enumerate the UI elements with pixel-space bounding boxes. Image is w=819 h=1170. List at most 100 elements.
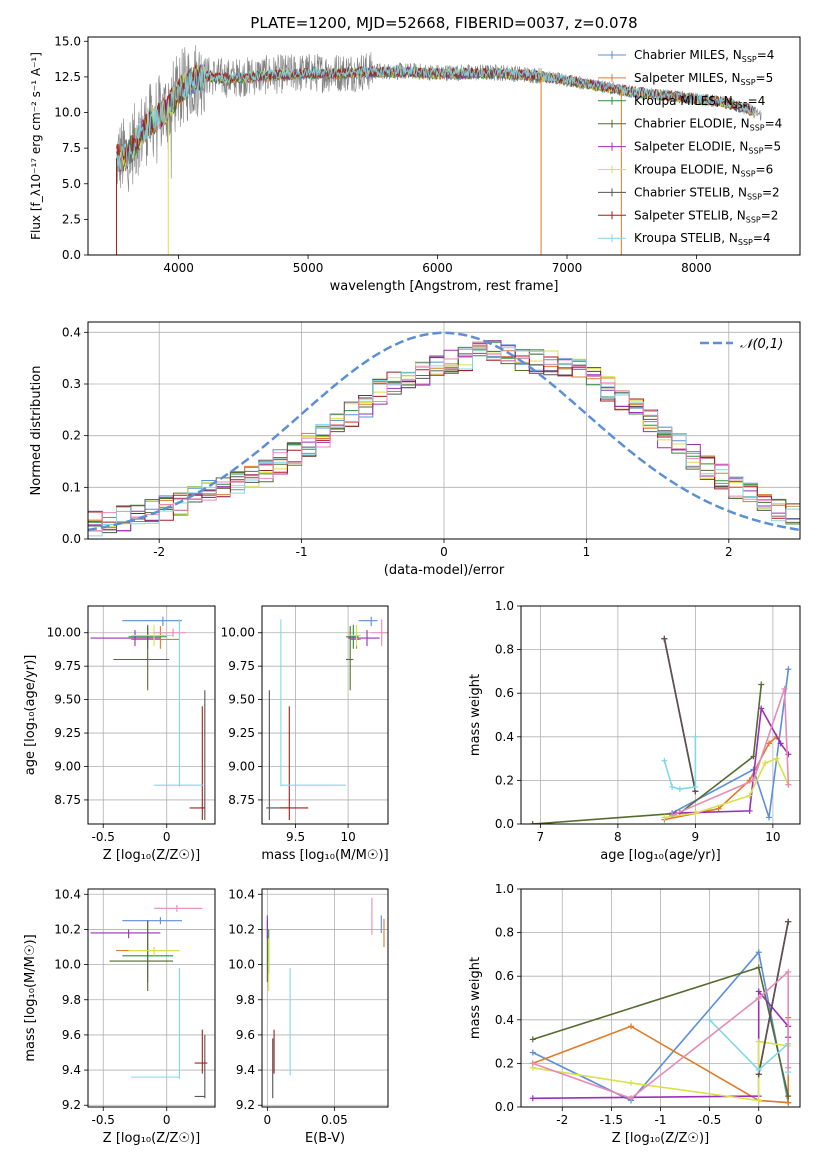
mass-weight-marker bbox=[781, 685, 788, 692]
tick-label-y: 9.25 bbox=[54, 726, 81, 740]
tick-label-y: 10.4 bbox=[228, 887, 255, 901]
tick-label-x: -0.5 bbox=[92, 1113, 115, 1127]
legend-entry-suffix: =4 bbox=[753, 231, 771, 245]
mass-weight-marker bbox=[628, 1080, 635, 1087]
tick-label-y: 10.0 bbox=[54, 958, 81, 972]
panel-age-vs-mass: 9.5 10 8.75 9.00 9.25 9.50 9.75 10.00 mass [log₁… bbox=[221, 605, 389, 863]
mass-weight-marker bbox=[692, 783, 699, 790]
errorbar-point bbox=[90, 929, 161, 939]
errorbar-point bbox=[189, 706, 205, 820]
mass-weight-marker bbox=[762, 759, 769, 766]
mass-weight-marker bbox=[766, 740, 772, 747]
x-axis-label: (data-model)/error bbox=[384, 563, 505, 578]
errorbar-point bbox=[122, 616, 182, 627]
tick-label-y: 9.75 bbox=[54, 659, 81, 673]
mass-weight-marker bbox=[755, 949, 762, 956]
tick-label-x: 9.5 bbox=[286, 830, 305, 844]
x-axis-label: Z [log₁₀(Z/Z☉)] bbox=[103, 1131, 200, 1146]
tick-label-y: 9.00 bbox=[228, 759, 255, 773]
legend-entry-label: Chabrier ELODIE, N bbox=[634, 117, 750, 131]
plot-area-age-vs-mass bbox=[266, 616, 388, 820]
legend-entry-sub: SSP bbox=[741, 78, 756, 87]
legend-entry-suffix: =5 bbox=[763, 140, 781, 154]
tick-label-x: 7 bbox=[537, 830, 545, 844]
errorbar-point bbox=[109, 920, 174, 991]
figure-title: PLATE=1200, MJD=52668, FIBERID=0037, z=0… bbox=[250, 14, 637, 32]
tick-label-y: 10.2 bbox=[54, 922, 81, 936]
legend-entry-label: Kroupa ELODIE, N bbox=[634, 163, 741, 177]
tick-label-y: 0.0 bbox=[62, 532, 81, 546]
x-axis-label: mass [log₁₀(M/M☉)] bbox=[261, 848, 388, 863]
mass-weight-line bbox=[757, 921, 789, 1075]
tick-label-y: 9.50 bbox=[228, 693, 255, 707]
tick-label-x: -2 bbox=[556, 1113, 568, 1127]
mass-weight-marker bbox=[529, 1049, 536, 1056]
tick-label-y: 0.4 bbox=[495, 730, 514, 744]
legend-entry: Chabrier ELODIE, NSSP=4 bbox=[634, 117, 782, 133]
legend-entry-sub: SSP bbox=[742, 55, 757, 64]
tick-label-y: 8.75 bbox=[228, 793, 255, 807]
mass-weight-marker bbox=[758, 681, 765, 688]
tick-label-y: 8.75 bbox=[54, 793, 81, 807]
x-axis-label: wavelength [Angstrom, rest frame] bbox=[330, 279, 559, 294]
plot-area-mw-vs-age bbox=[529, 635, 792, 824]
tick-label-y: 0.0 bbox=[62, 248, 81, 262]
tick-label-x: 0 bbox=[755, 1113, 763, 1127]
plot-area-mass-vs-ebv bbox=[266, 897, 385, 1099]
axes-frame bbox=[87, 36, 801, 256]
y-axis-label: Flux [f_λ10⁻¹⁷ erg cm⁻² s⁻¹ A⁻¹] bbox=[29, 52, 43, 240]
mass-weight-marker bbox=[692, 810, 699, 817]
tick-label-x: 0.05 bbox=[321, 1113, 348, 1127]
legend-entry-label: Salpeter STELIB, N bbox=[634, 208, 746, 222]
legend-entry-label: Chabrier MILES, N bbox=[634, 48, 742, 62]
tick-label-y: 1.0 bbox=[495, 599, 514, 613]
legend-entry: Kroupa ELODIE, NSSP=6 bbox=[634, 163, 773, 179]
errorbar-point bbox=[128, 947, 180, 956]
tick-label-x: 0 bbox=[163, 830, 171, 844]
mass-weight-marker bbox=[669, 812, 676, 819]
errorbar-point bbox=[346, 626, 354, 691]
mass-weight-marker bbox=[661, 814, 668, 821]
mass-weight-marker bbox=[755, 1066, 762, 1073]
tick-label-x: -0.5 bbox=[698, 1113, 721, 1127]
mass-weight-line bbox=[532, 950, 789, 1103]
mass-weight-marker bbox=[669, 783, 676, 790]
tick-label-y: 0.6 bbox=[495, 969, 514, 983]
tick-label-y: 12.5 bbox=[54, 70, 81, 84]
mass-weight-line bbox=[663, 638, 697, 792]
tick-label-y: 0.4 bbox=[62, 325, 81, 339]
tick-label-y: 0.2 bbox=[495, 773, 514, 787]
legend-entry-sub: SSP bbox=[748, 147, 763, 156]
tick-label-y: 5.0 bbox=[62, 177, 81, 191]
mass-weight-marker bbox=[715, 805, 722, 812]
tick-label-x: -1 bbox=[296, 545, 308, 559]
mass-weight-marker bbox=[746, 792, 753, 799]
tick-label-y: 9.2 bbox=[62, 1098, 81, 1112]
axes-frame bbox=[261, 605, 389, 825]
panel-mass-vs-ebv: 0 0.05 9.2 9.4 9.6 9.8 10.0 10.2 10.4 E(B-V) bbox=[228, 887, 389, 1146]
legend-entry-label: Chabrier STELIB, N bbox=[634, 185, 747, 199]
mass-weight-marker bbox=[529, 1036, 536, 1043]
tick-label-x: 8000 bbox=[681, 261, 712, 275]
tick-label-y: 9.6 bbox=[236, 1028, 255, 1042]
tick-label-y: 15.0 bbox=[54, 34, 81, 48]
tick-label-y: 0.0 bbox=[495, 817, 514, 831]
mass-weight-marker bbox=[785, 1099, 792, 1106]
tick-label-y: 9.75 bbox=[228, 659, 255, 673]
axes-frame bbox=[87, 321, 801, 540]
errorbar-point bbox=[154, 628, 186, 637]
spectrum-model-line bbox=[116, 61, 755, 172]
tick-label-y: 0.8 bbox=[495, 926, 514, 940]
mass-weight-marker bbox=[676, 786, 683, 793]
legend-entry: Kroupa MILES, NSSP=4 bbox=[634, 94, 765, 110]
legend-entry-suffix: =2 bbox=[762, 185, 780, 199]
mass-weight-marker bbox=[692, 733, 699, 740]
tick-label-x: 7000 bbox=[552, 261, 583, 275]
legend-entry-sub: SSP bbox=[746, 215, 761, 224]
tick-label-x: 0 bbox=[264, 1113, 272, 1127]
legend-entry-suffix: =6 bbox=[756, 163, 774, 177]
mass-weight-marker bbox=[773, 755, 780, 762]
mass-weight-line bbox=[671, 688, 790, 817]
tick-label-y: 9.4 bbox=[236, 1063, 255, 1077]
